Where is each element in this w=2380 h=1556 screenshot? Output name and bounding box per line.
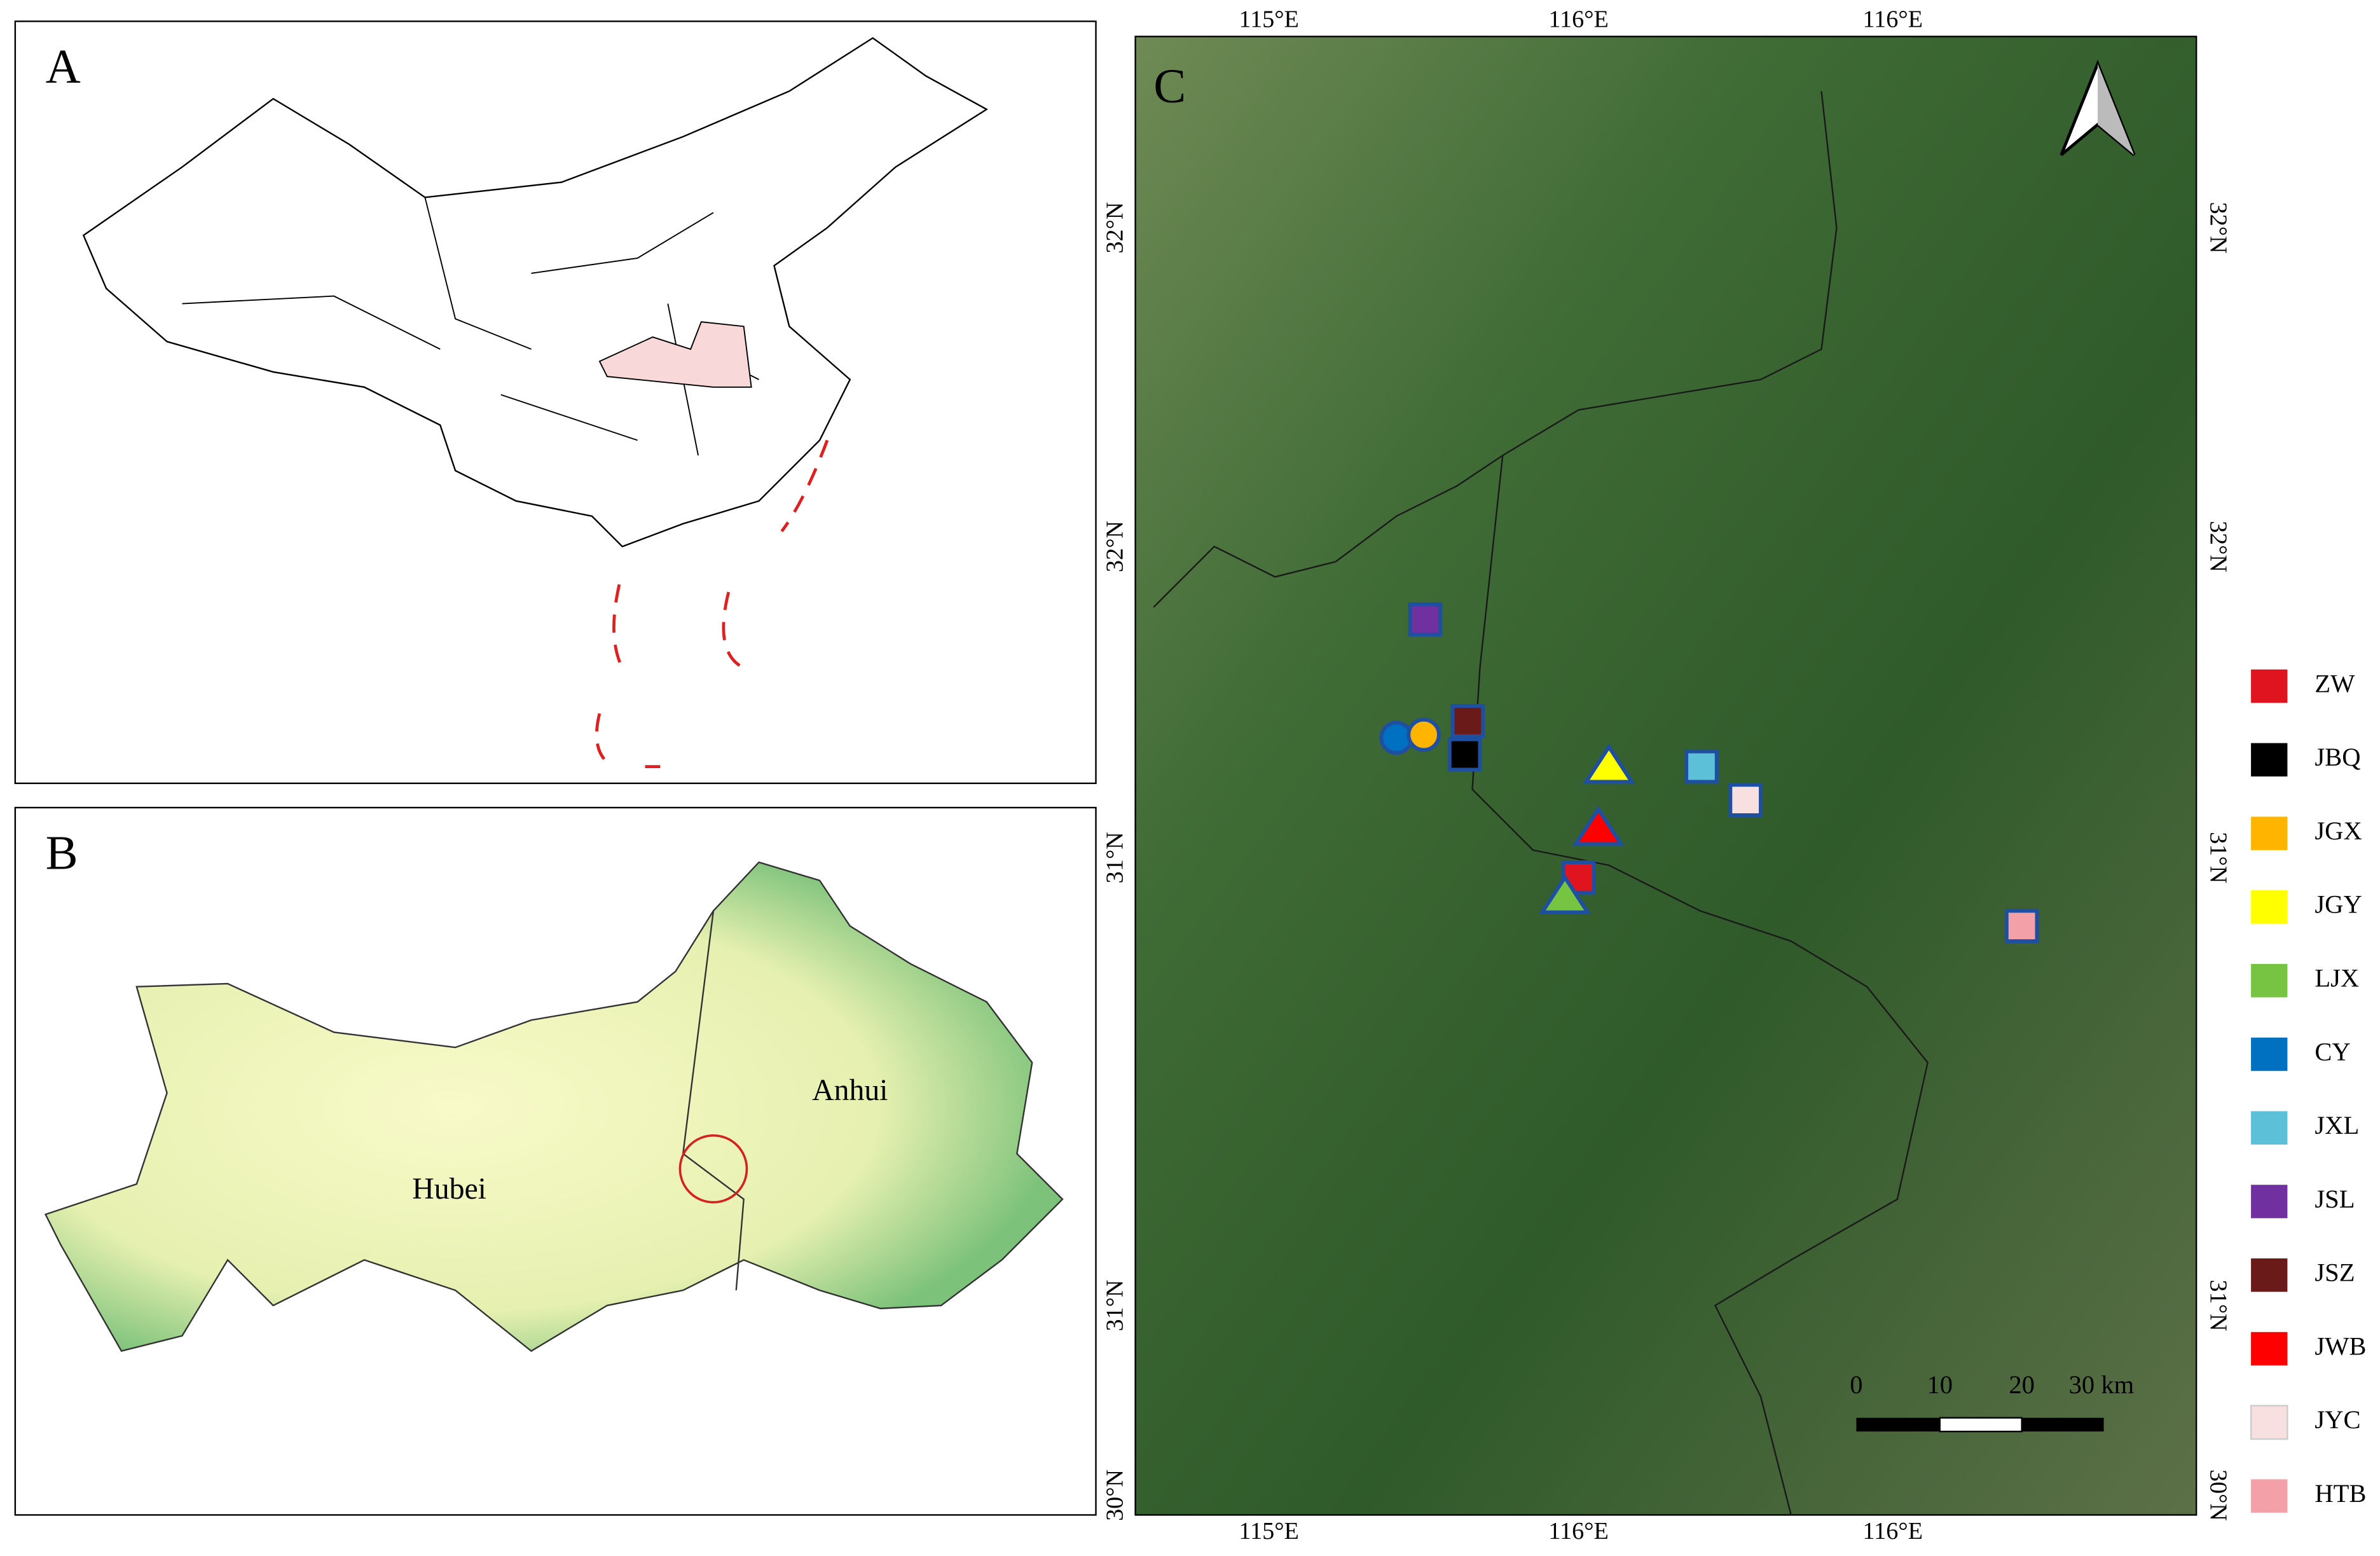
- scale-segment: [2021, 1417, 2104, 1432]
- lat-label: 31°N: [2205, 1279, 2231, 1331]
- scale-bar: [1856, 1417, 2104, 1433]
- legend-swatch: [2251, 743, 2288, 777]
- scale-label: 20: [2009, 1370, 2035, 1399]
- study-area-circle: [678, 1134, 748, 1204]
- nine-dash-line: [595, 439, 829, 768]
- legend-swatch: [2251, 890, 2288, 924]
- legend-label: CY: [2315, 1037, 2350, 1066]
- lon-label: 116°E: [1863, 6, 1923, 32]
- panel-label: C: [1153, 59, 1186, 113]
- legend-label: JGX: [2315, 816, 2362, 845]
- lat-label: 32°N: [1102, 521, 1129, 572]
- lat-label: 31°N: [1102, 832, 1129, 883]
- panel-label: B: [46, 825, 78, 879]
- site-marker: [1408, 602, 1443, 637]
- legend-swatch: [2251, 816, 2288, 850]
- site-marker: [1583, 743, 1635, 784]
- legend-label: JYC: [2315, 1405, 2360, 1434]
- lat-label: 32°N: [2205, 202, 2231, 254]
- lat-label: 31°N: [1102, 1279, 1129, 1331]
- lat-label: 32°N: [2205, 521, 2231, 572]
- legend-label: ZW: [2315, 669, 2355, 698]
- legend-swatch: [2251, 1479, 2288, 1513]
- legend-swatch: [2251, 1185, 2288, 1218]
- scale-segment: [1939, 1417, 2023, 1433]
- legend-swatch: [2251, 1258, 2288, 1292]
- lon-label: 115°E: [1239, 1518, 1298, 1545]
- site-marker: [1447, 737, 1482, 772]
- lat-label: 31°N: [2205, 832, 2231, 883]
- legend-swatch: [2250, 1405, 2288, 1440]
- legend-label: JXL: [2315, 1111, 2359, 1139]
- scale-segment: [1856, 1417, 1940, 1432]
- scale-label: 30 km: [2069, 1370, 2135, 1399]
- site-marker: [1538, 874, 1592, 914]
- north-arrow-shade: [2097, 64, 2135, 155]
- site-marker: [2004, 909, 2039, 944]
- sites: [1379, 602, 2039, 944]
- legend-label: JBQ: [2315, 743, 2360, 771]
- legend-label: LJX: [2315, 963, 2359, 992]
- lat-label: 30°N: [2205, 1470, 2231, 1521]
- legend-swatch: [2251, 1111, 2288, 1145]
- highlight-provinces: [598, 321, 752, 388]
- site-marker: [1572, 805, 1625, 846]
- lon-label: 116°E: [1548, 6, 1608, 32]
- satellite-map: [1134, 36, 2198, 1516]
- scale-label: 10: [1927, 1370, 1953, 1399]
- site-marker: [1450, 704, 1485, 738]
- legend-swatch: [2251, 963, 2288, 998]
- lat-label: 32°N: [1102, 202, 1129, 254]
- legend-label: JSZ: [2315, 1258, 2355, 1287]
- legend-label: JSL: [2315, 1185, 2355, 1213]
- lon-label: 116°E: [1863, 1518, 1923, 1545]
- lat-label: 30°N: [1102, 1470, 1129, 1521]
- region-label: Anhui: [812, 1073, 888, 1107]
- panel-label: A: [46, 39, 81, 93]
- study-region: [44, 861, 1064, 1353]
- province-border: [1153, 91, 1929, 1515]
- scale-label: 0: [1850, 1370, 1862, 1399]
- site-marker: [1407, 717, 1441, 752]
- legend-swatch: [2251, 669, 2288, 703]
- site-marker: [1684, 749, 1719, 784]
- legend-label: HTB: [2315, 1479, 2366, 1508]
- site-marker: [1728, 783, 1763, 817]
- legend-swatch: [2251, 1332, 2288, 1366]
- china-outline: [82, 37, 988, 547]
- legend-swatch: [2251, 1037, 2288, 1071]
- region-label: Hubei: [412, 1172, 486, 1206]
- lon-label: 115°E: [1239, 6, 1298, 32]
- lon-label: 116°E: [1548, 1518, 1608, 1545]
- legend-label: JWB: [2315, 1332, 2366, 1360]
- legend-label: JGY: [2315, 890, 2362, 919]
